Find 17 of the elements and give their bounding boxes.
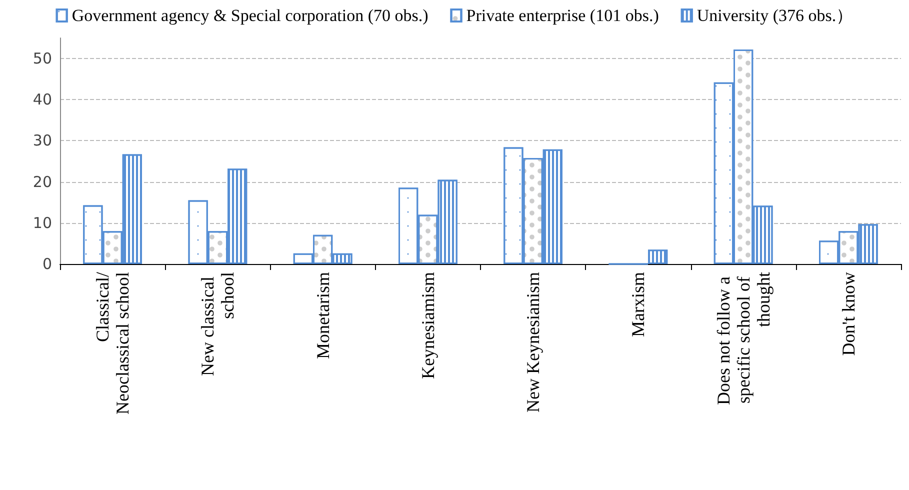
y-tick-label: 20	[32, 172, 52, 191]
legend-label: Private enterprise (101 obs.)	[466, 6, 659, 25]
y-tick-label: 0	[42, 255, 52, 273]
x-tick-label: Classical/Neoclassical school	[92, 272, 133, 414]
x-tick-label: Marxism	[628, 272, 648, 337]
x-tick-label: New Keynesianism	[523, 272, 544, 412]
y-tick-label: 50	[32, 50, 52, 68]
legend-label: Government agency & Special corporation (70 obs.)	[72, 6, 428, 25]
x-tick-label: Monetarism	[312, 272, 333, 359]
y-tick-label: 30	[32, 132, 52, 150]
x-tick-label: Keynesiamism	[418, 272, 438, 379]
y-tick-label: 10	[32, 214, 52, 232]
x-tick-label: New classical school	[198, 272, 238, 376]
x-tick-label: Does not follow a specific school of thought	[713, 272, 774, 405]
x-tick-label: Don't know	[838, 272, 858, 356]
y-tick-label: 40	[32, 90, 52, 109]
legend-label: University (376 obs.）	[696, 6, 854, 25]
